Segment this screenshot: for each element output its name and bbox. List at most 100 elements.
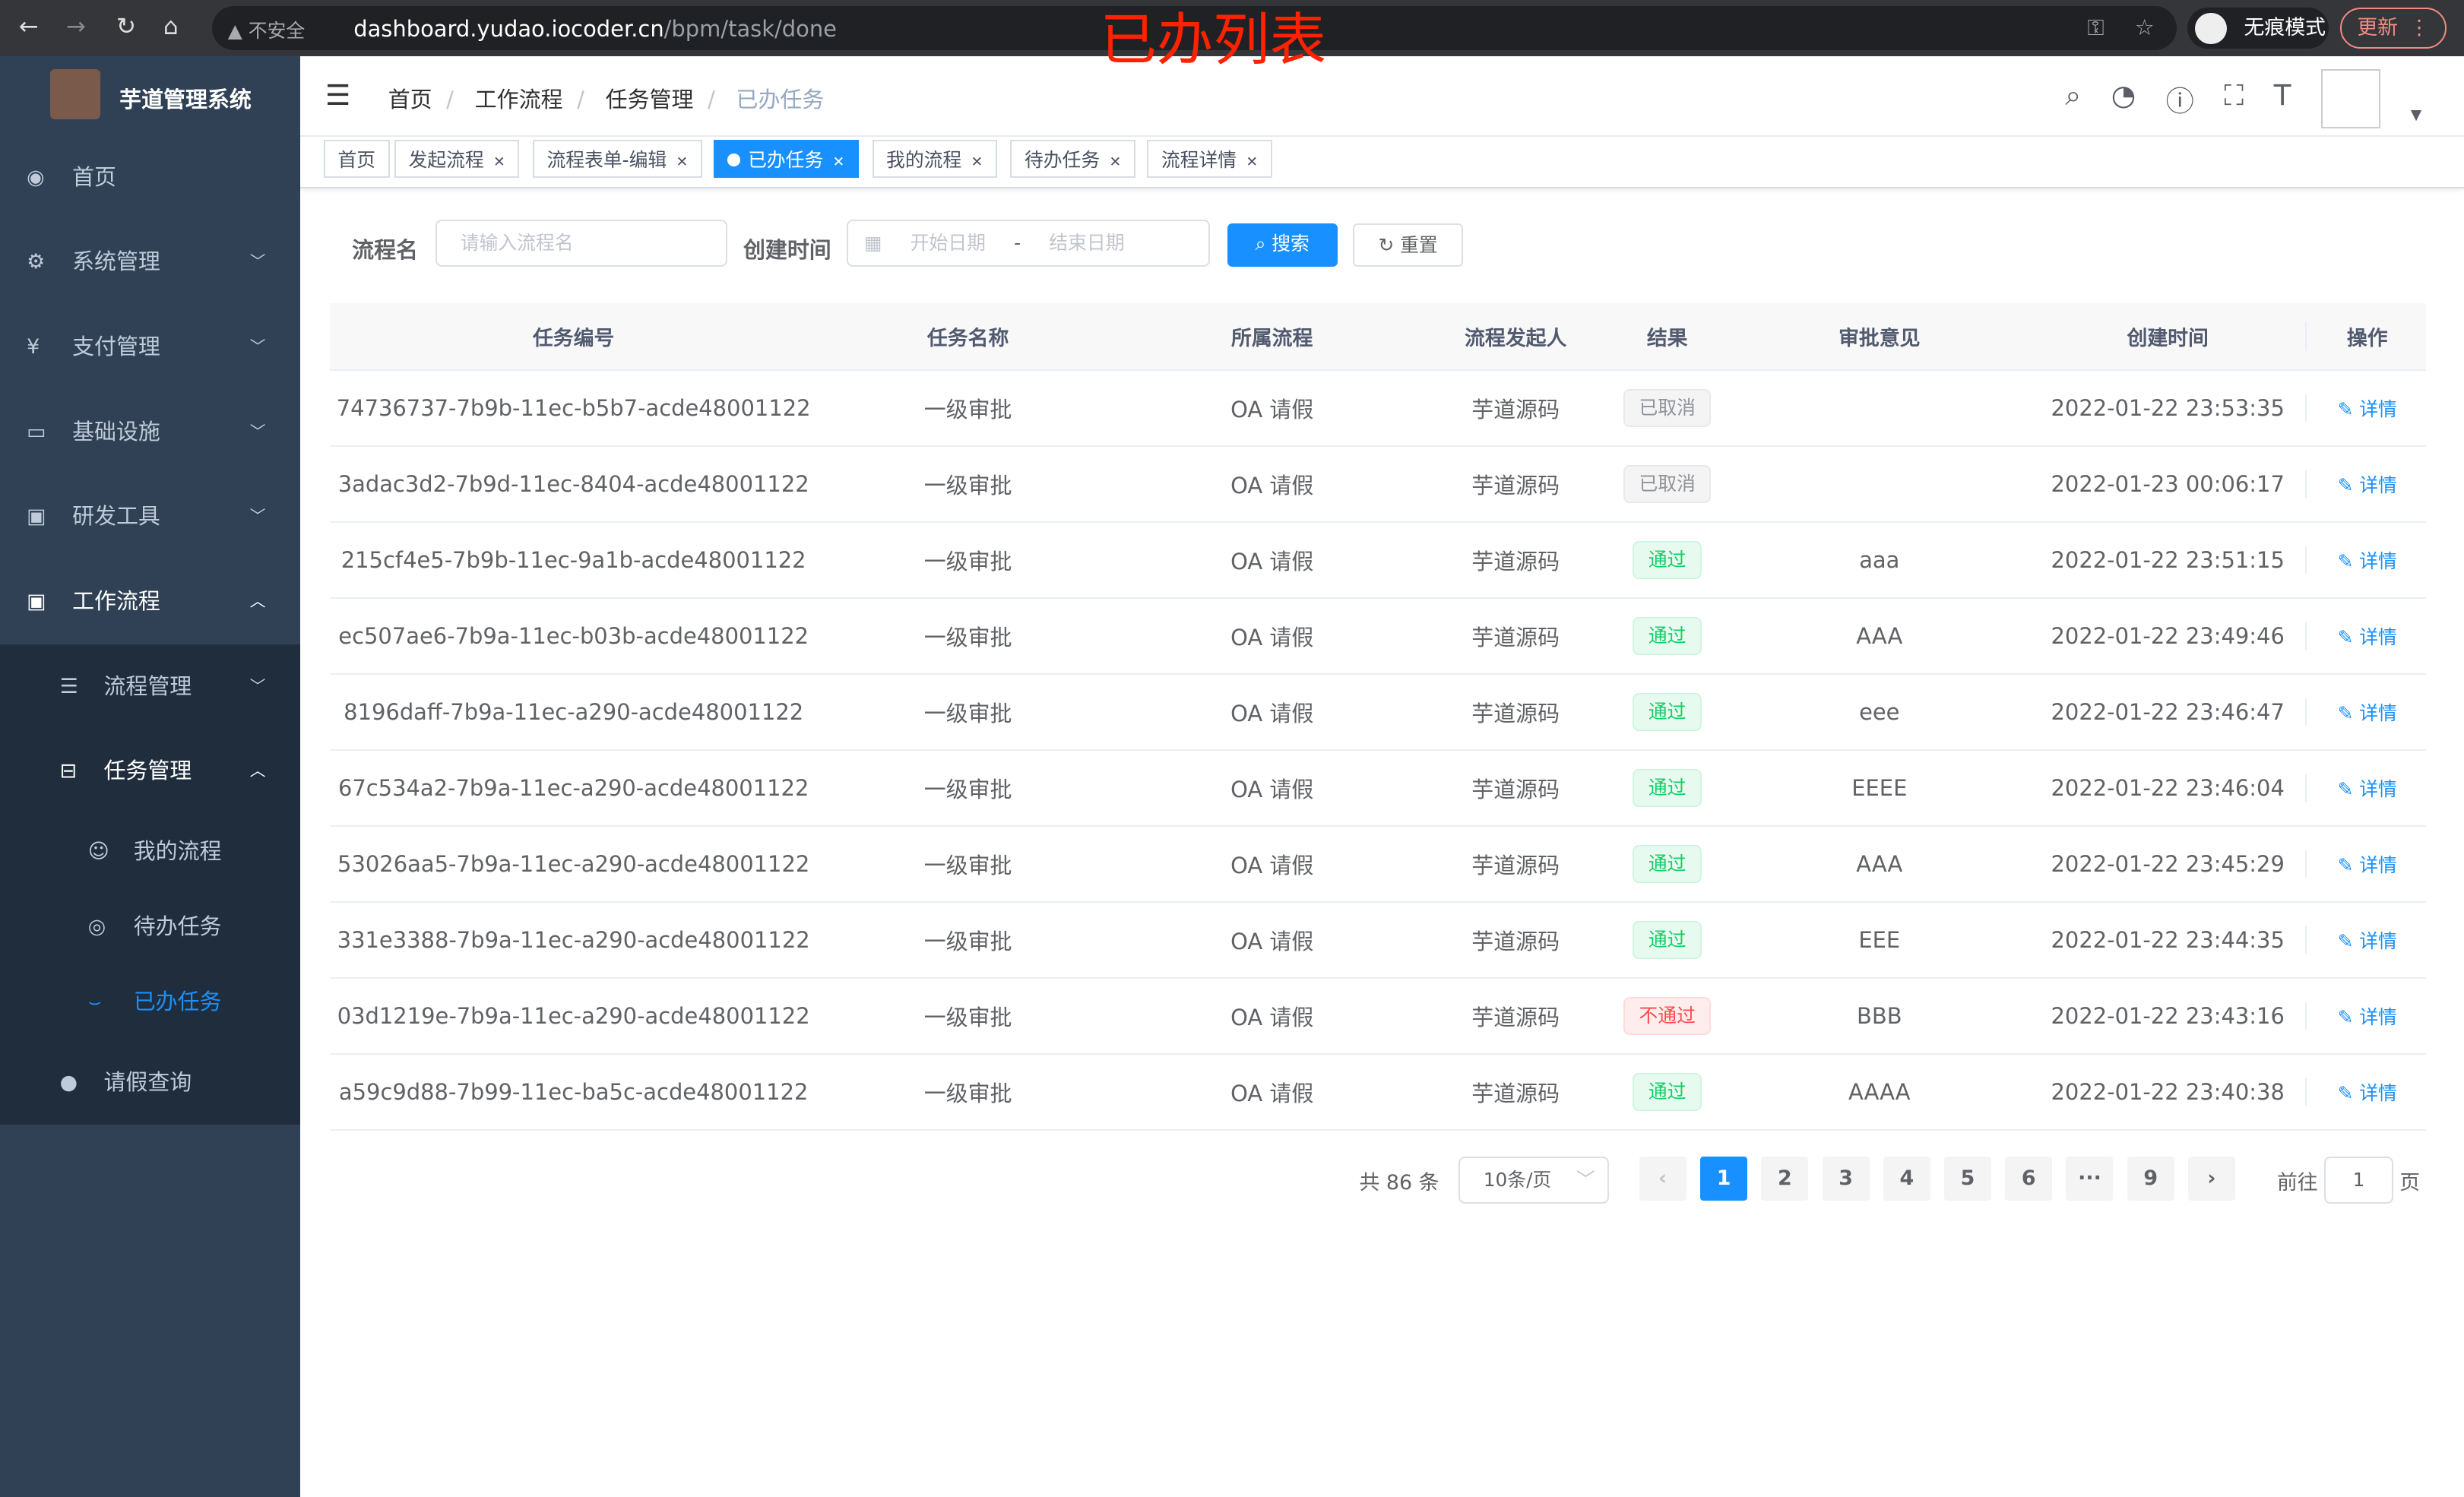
status-badge: 通过 [1633, 845, 1702, 883]
tab-form-edit[interactable]: 流程表单-编辑 ✕ [532, 139, 702, 178]
page-button[interactable]: ··· [2066, 1156, 2114, 1201]
table-cell: 一级审批 [923, 776, 1012, 802]
page-button[interactable]: 5 [1944, 1156, 1992, 1201]
tab-my-process[interactable]: 我的流程 ✕ [872, 139, 997, 178]
page-size-select[interactable]: 10条/页 ﹀ [1458, 1156, 1610, 1204]
detail-link[interactable]: ✎ 详情 [2337, 853, 2397, 876]
table-cell: 2022-01-22 23:46:04 [2051, 774, 2285, 801]
chevron-up-icon: ︿ [249, 761, 266, 780]
breadcrumb: 首页 / 工作流程 / 任务管理 / 已办任务 [388, 86, 825, 112]
breadcrumb-item[interactable]: 首页 [388, 86, 432, 112]
detail-link[interactable]: ✎ 详情 [2337, 473, 2397, 496]
help-icon[interactable]: ⓘ [2165, 84, 2194, 119]
home-icon[interactable]: ⌂ [163, 12, 179, 40]
update-button[interactable]: 更新 ⋮ [2339, 8, 2447, 49]
sidebar-item-pay[interactable]: ¥ 支付管理 ﹀ [0, 305, 300, 390]
table-row: 3adac3d2-7b9d-11ec-8404-acde48001122 一级审批… [330, 447, 2427, 523]
chevron-down-icon: ﹀ [249, 422, 266, 441]
table-cell: 一级审批 [923, 1004, 1012, 1030]
reload-icon[interactable]: ↻ [116, 12, 136, 40]
incognito-icon [2195, 12, 2227, 44]
next-page-button[interactable]: › [2187, 1156, 2235, 1201]
sidebar-item-tools[interactable]: ▣ 研发工具 ﹀ [0, 474, 300, 559]
search-icon[interactable]: ⌕ [2065, 78, 2082, 112]
detail-link[interactable]: ✎ 详情 [2337, 625, 2397, 648]
key-icon[interactable]: ⚿ [2087, 14, 2105, 40]
pagination: 共 86 条 10条/页 ﹀ ‹ 1 2 3 4 5 6 ··· 9 › 前往 1 页 [300, 1156, 2464, 1204]
detail-link[interactable]: ✎ 详情 [2337, 701, 2397, 724]
github-icon[interactable]: ◔ [2111, 78, 2136, 112]
column-header: 创建时间 [2127, 326, 2209, 350]
result-cell: 已取消 [1606, 465, 1728, 503]
fullscreen-icon[interactable]: ⛶ [2224, 78, 2244, 112]
search-button[interactable]: ⌕ 搜索 [1227, 223, 1338, 267]
breadcrumb-item[interactable]: 工作流程 [474, 86, 563, 112]
edit-icon: ✎ [2337, 549, 2354, 572]
tab-start-process[interactable]: 发起流程 ✕ [394, 139, 520, 178]
people-icon: ☺ [87, 839, 109, 863]
star-icon[interactable]: ☆ [2134, 14, 2155, 40]
sidebar-item-system[interactable]: ⚙ 系统管理 ﹀ [0, 220, 300, 305]
sidebar: 芋道管理系统 ◉ 首页 ⚙ 系统管理 ﹀ ¥ 支付管理 ﹀ ▭ 基础设施 ﹀ ▣ 研发工具 ﹀ ▣… [0, 56, 300, 1497]
sidebar-item-leave[interactable]: ● 请假查询 [0, 1040, 300, 1125]
date-range-picker[interactable]: ▦ 开始日期 - 结束日期 [847, 220, 1211, 267]
tab-process-detail[interactable]: 流程详情 ✕ [1147, 139, 1272, 178]
edit-icon: ✎ [2337, 929, 2354, 952]
detail-link[interactable]: ✎ 详情 [2337, 397, 2397, 420]
page-button[interactable]: 3 [1822, 1156, 1870, 1201]
detail-link[interactable]: ✎ 详情 [2337, 777, 2397, 800]
address-bar[interactable]: ▲ 不安全 dashboard.yudao.iocoder.cn/bpm/tas… [212, 6, 2177, 51]
status-badge: 已取消 [1623, 465, 1712, 503]
breadcrumb-item: 已办任务 [736, 86, 825, 112]
tab-todo[interactable]: 待办任务 ✕ [1010, 139, 1135, 178]
more-icon[interactable]: ⋮ [2409, 16, 2430, 40]
avatar[interactable] [2320, 68, 2381, 129]
search-icon: ⌕ [1255, 232, 1266, 255]
page-button[interactable]: 4 [1883, 1156, 1930, 1201]
sidebar-item-home[interactable]: ◉ 首页 [0, 135, 300, 220]
detail-link[interactable]: ✎ 详情 [2337, 929, 2397, 952]
sidebar-item-my-process[interactable]: ☺ 我的流程 [0, 814, 300, 889]
table-cell: eee [1859, 698, 1900, 725]
sidebar-item-task-manage[interactable]: ⊟ 任务管理 ︿ [0, 729, 300, 814]
table-cell: OA 请假 [1230, 396, 1314, 423]
yen-icon: ¥ [27, 335, 40, 359]
sidebar-item-infra[interactable]: ▭ 基础设施 ﹀ [0, 390, 300, 475]
table-row: ec507ae6-7b9a-11ec-b03b-acde48001122 一级审批… [330, 599, 2427, 675]
tab-done-tasks[interactable]: 已办任务 ✕ [713, 139, 859, 178]
back-icon[interactable]: ← [18, 12, 39, 40]
sidebar-item-process-manage[interactable]: ☰ 流程管理 ﹀ [0, 644, 300, 730]
prev-page-button[interactable]: ‹ [1639, 1156, 1686, 1201]
detail-link[interactable]: ✎ 详情 [2337, 1005, 2397, 1028]
caret-down-icon[interactable]: ▼ [2410, 106, 2422, 123]
detail-link[interactable]: ✎ 详情 [2337, 549, 2397, 572]
hamburger-icon[interactable]: ☰ [325, 78, 351, 112]
tab-home[interactable]: 首页 [323, 139, 390, 178]
sidebar-item-todo[interactable]: ◎ 待办任务 [0, 889, 300, 964]
toolbox-icon: ▣ [27, 590, 46, 613]
table-cell: 2022-01-22 23:44:35 [2051, 926, 2285, 953]
sidebar-item-workflow[interactable]: ▣ 工作流程 ︿ [0, 559, 300, 644]
page-button[interactable]: 6 [2005, 1156, 2053, 1201]
sidebar-item-done[interactable]: ⌣ 已办任务 [0, 964, 300, 1040]
font-size-icon[interactable]: T [2273, 78, 2291, 112]
detail-link[interactable]: ✎ 详情 [2337, 1081, 2397, 1104]
goto-label: 前往 [2276, 1171, 2318, 1195]
table-cell: 一级审批 [923, 472, 1012, 498]
page-button[interactable]: 2 [1761, 1156, 1809, 1201]
forward-icon[interactable]: → [65, 12, 86, 40]
incognito-badge[interactable]: 无痕模式 [2187, 8, 2329, 49]
table-cell: OA 请假 [1230, 700, 1314, 726]
edit-icon: ✎ [2337, 625, 2354, 648]
table-cell: 芋道源码 [1471, 700, 1560, 726]
process-name-input[interactable]: 请输入流程名 [435, 220, 728, 267]
goto-page-input[interactable]: 1 [2323, 1156, 2393, 1204]
reset-button[interactable]: ↻ 重置 [1353, 223, 1463, 267]
table-cell: 一级审批 [923, 928, 1012, 954]
breadcrumb-item[interactable]: 任务管理 [605, 86, 694, 112]
create-time-label: 创建时间 [743, 236, 831, 263]
page-button[interactable]: 1 [1700, 1156, 1748, 1201]
table-row: 215cf4e5-7b9b-11ec-9a1b-acde48001122 一级审批… [330, 523, 2427, 599]
refresh-icon: ↻ [1378, 233, 1395, 256]
page-button[interactable]: 9 [2127, 1156, 2174, 1201]
